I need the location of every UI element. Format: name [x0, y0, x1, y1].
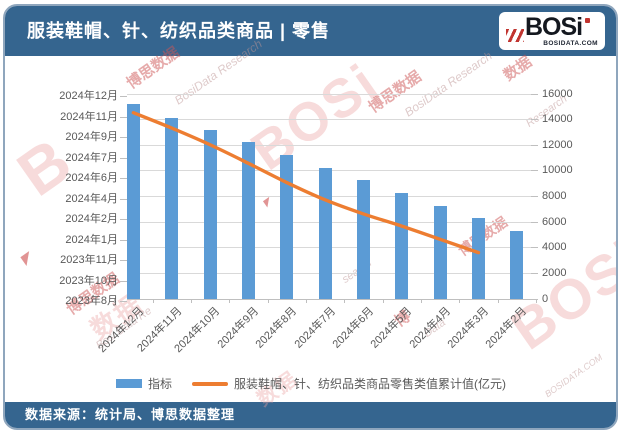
bar [280, 155, 294, 299]
legend-bar-label: 指标 [147, 377, 172, 391]
right-axis-label: 12000 [542, 138, 573, 151]
x-axis-tick [229, 298, 231, 303]
page-title: 服装鞋帽、针、纺织品类商品 | 零售 [27, 21, 331, 41]
right-axis-label: 10000 [542, 164, 573, 177]
x-axis-tick [114, 298, 116, 303]
bar [471, 217, 485, 299]
bar [203, 130, 217, 299]
right-axis-tick [531, 221, 538, 223]
bar [241, 142, 255, 299]
right-axis-label: 4000 [542, 241, 567, 254]
left-axis-tick [120, 96, 127, 97]
bar [126, 103, 140, 299]
x-axis-line [127, 298, 533, 300]
right-axis-tick [531, 170, 538, 172]
legend-line-swatch-icon [192, 381, 228, 386]
left-axis-label: 2024年4月 [65, 192, 118, 205]
x-axis-tick [152, 298, 154, 303]
left-axis-tick [120, 198, 127, 200]
left-axis-tick [120, 260, 127, 261]
bar [165, 117, 179, 299]
right-axis-tick [531, 144, 538, 146]
legend: 指标 服装鞋帽、针、纺织品类商品零售类值累计值(亿元) [0, 375, 622, 392]
left-axis-label: 2024年12月 [59, 90, 118, 102]
bar [433, 205, 447, 299]
left-axis-label: 2024年7月 [65, 151, 118, 164]
right-axis-label: 2000 [542, 266, 567, 279]
left-axis-label: 2024年6月 [65, 172, 118, 184]
bar [356, 179, 370, 299]
left-axis-label: 2023年11月 [60, 254, 118, 266]
x-axis-tick [190, 298, 192, 303]
left-axis-tick [120, 178, 127, 179]
right-axis-tick [531, 119, 538, 121]
legend-item-bar: 指标 [115, 375, 172, 392]
logo-site-text: BOSIDATA.COM [543, 40, 598, 47]
logo-stripes-icon [506, 29, 524, 42]
left-axis-tick [120, 137, 127, 138]
logo-wordmark: BOSi [525, 13, 583, 41]
gridline [127, 119, 533, 121]
x-axis-tick [344, 298, 346, 303]
gridline [127, 144, 533, 146]
right-axis-tick [531, 247, 538, 249]
left-axis-tick [120, 301, 127, 302]
right-axis-label: 6000 [542, 215, 567, 228]
source-bar: 数据来源：统计局、博思数据整理 [5, 402, 616, 428]
trend-line [131, 111, 481, 255]
bar [510, 231, 524, 299]
left-axis-tick [120, 219, 127, 220]
left-axis-tick [120, 116, 127, 118]
bar [395, 193, 409, 299]
legend-bar-swatch-icon [115, 379, 142, 388]
left-axis-tick [120, 157, 127, 159]
right-axis-tick [531, 298, 538, 300]
left-axis-label: 2024年9月 [65, 131, 118, 143]
left-axis-tick [120, 239, 127, 241]
report-card: 服装鞋帽、针、纺织品类商品 | 零售 BOSi BOSIDATA.COM 数据来… [3, 4, 618, 430]
x-axis-tick [420, 298, 422, 303]
left-axis-label: 2024年2月 [65, 213, 118, 225]
data-source-text: 数据来源：统计局、博思数据整理 [25, 407, 236, 422]
logo-red-dot-icon [585, 18, 590, 23]
header-bar: 服装鞋帽、针、纺织品类商品 | 零售 BOSi BOSIDATA.COM [5, 6, 616, 56]
left-axis-tick [120, 280, 127, 282]
right-axis-tick [531, 272, 538, 274]
right-axis-tick [531, 196, 538, 197]
right-axis-label: 8000 [542, 190, 567, 202]
right-axis-label: 0 [542, 292, 549, 305]
left-axis-label: 2024年1月 [65, 233, 118, 246]
legend-item-line: 服装鞋帽、针、纺织品类商品零售类值累计值(亿元) [192, 375, 506, 392]
x-axis-tick [536, 298, 537, 303]
legend-line-label: 服装鞋帽、针、纺织品类商品零售类值累计值(亿元) [234, 377, 506, 391]
right-axis-label: 14000 [542, 113, 573, 126]
left-axis-label: 2024年11月 [60, 110, 118, 123]
right-axis-tick [531, 93, 538, 95]
x-axis-tick [305, 298, 307, 303]
bosi-logo: BOSi BOSIDATA.COM [499, 12, 605, 50]
x-axis-tick [267, 298, 269, 303]
left-axis-label: 2023年8月 [65, 295, 118, 307]
x-axis-tick [382, 298, 384, 303]
x-axis-tick [497, 298, 499, 303]
left-axis-label: 2023年10月 [59, 274, 118, 287]
gridline [127, 93, 533, 95]
right-axis-label: 16000 [542, 87, 573, 100]
x-axis-tick [459, 298, 461, 303]
